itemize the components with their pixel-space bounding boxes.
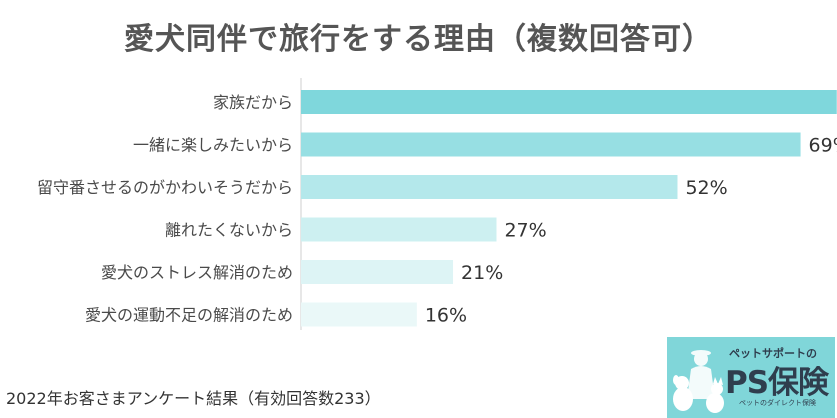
- survey-footnote: 2022年お客さまアンケート結果（有効回答数233）: [6, 389, 381, 408]
- value-label: 69%: [809, 135, 837, 157]
- value-label: 52%: [685, 177, 727, 199]
- bar-4: [301, 260, 454, 284]
- bar-5: [301, 302, 417, 327]
- value-label: 16%: [425, 305, 467, 327]
- category-label: 一緒に楽しみたいから: [133, 136, 293, 155]
- bar-1: [301, 132, 801, 157]
- category-label: 愛犬のストレス解消のため: [101, 263, 293, 282]
- chart-title: 愛犬同伴で旅行をする理由（複数回答可）: [124, 22, 713, 57]
- category-label: 留守番させるのがかわいそうだから: [37, 178, 293, 197]
- value-label: 21%: [461, 262, 503, 284]
- ps-insurance-logo: ペットサポートの PS保険 ペットのダイレクト保険: [667, 337, 835, 418]
- bar-0: [301, 90, 837, 114]
- pet-silhouette-icon: [673, 350, 724, 413]
- value-label: 27%: [504, 220, 546, 242]
- logo-brand: PS保険: [725, 365, 829, 401]
- bar-3: [301, 217, 497, 242]
- category-label: 愛犬の運動不足の解消のため: [85, 306, 293, 325]
- category-label: 家族だから: [213, 93, 293, 112]
- category-label: 離れたくないから: [165, 221, 293, 240]
- bar-2: [301, 175, 678, 199]
- logo-tagline: ペットサポートの: [729, 347, 817, 360]
- logo-subtitle: ペットのダイレクト保険: [739, 399, 816, 407]
